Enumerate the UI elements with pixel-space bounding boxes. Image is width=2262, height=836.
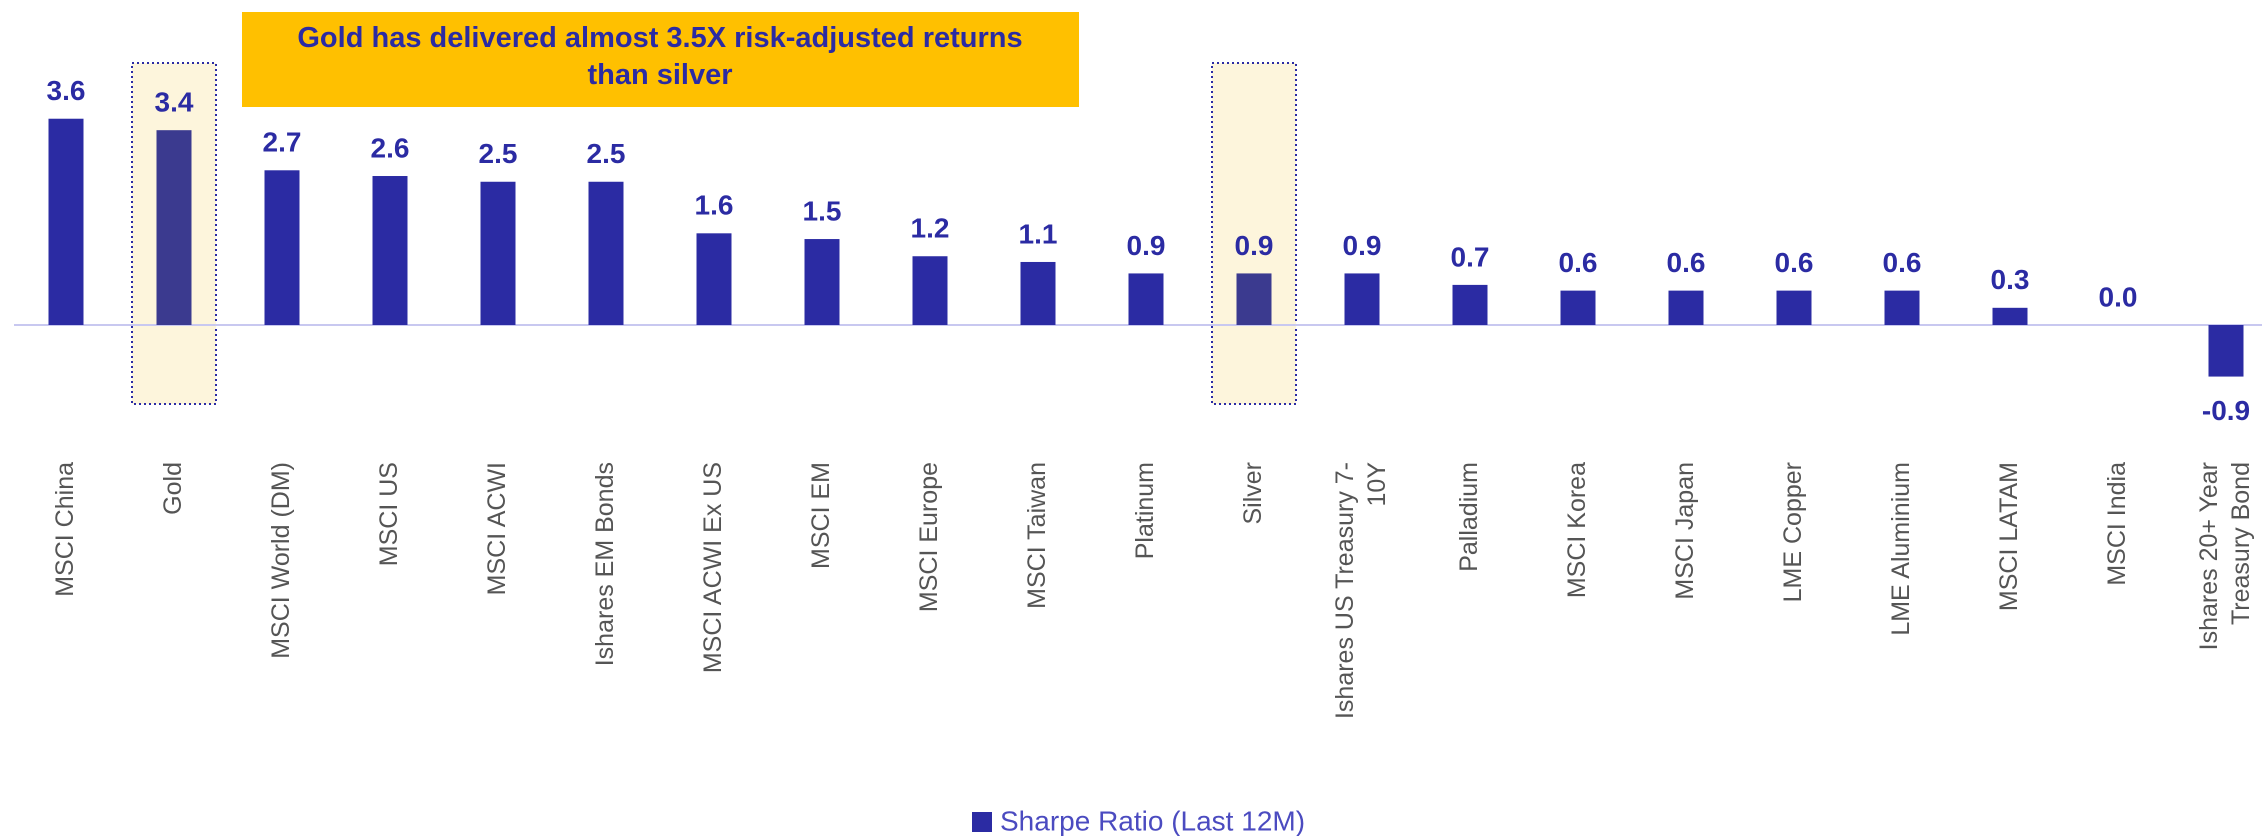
highlight-box <box>1211 62 1297 405</box>
x-tick-group: MSCI US <box>375 462 403 566</box>
value-label: 0.6 <box>1775 247 1814 278</box>
x-tick-group: Gold <box>159 462 187 515</box>
x-tick-group: LME Aluminium <box>1887 462 1915 636</box>
value-label: 0.3 <box>1991 264 2030 295</box>
bar <box>912 256 948 325</box>
bar <box>48 118 84 325</box>
x-tick-label: LME Copper <box>1779 462 1807 602</box>
value-label: 2.7 <box>263 127 302 158</box>
x-tick-group: MSCI India <box>2103 462 2131 586</box>
bar <box>480 181 516 325</box>
bar <box>1668 290 1704 325</box>
x-tick-label: Ishares US Treasury 7- 10Y <box>1331 462 1391 719</box>
bar <box>1992 307 2028 325</box>
x-tick-label: MSCI China <box>51 462 79 597</box>
x-tick-label: MSCI US <box>375 462 403 566</box>
x-tick-label: Gold <box>159 462 187 515</box>
x-tick-label: Platinum <box>1131 462 1159 559</box>
annotation: Gold has delivered almost 3.5X risk-adju… <box>297 22 1022 91</box>
x-tick-group: MSCI China <box>51 462 79 597</box>
value-label: 3.4 <box>155 87 194 118</box>
value-label: 3.6 <box>47 75 86 106</box>
x-tick-label: MSCI Korea <box>1563 462 1591 598</box>
x-tick-group: MSCI EM <box>807 462 835 569</box>
value-label: 2.6 <box>371 132 410 163</box>
bar <box>372 176 408 325</box>
x-tick-group: MSCI ACWI Ex US <box>699 462 727 673</box>
bar <box>804 239 840 325</box>
annotation-box <box>242 12 1079 107</box>
x-tick-group: Silver <box>1239 462 1267 525</box>
legend-swatch <box>972 812 992 832</box>
bar <box>1884 290 1920 325</box>
x-tick-group: MSCI LATAM <box>1995 462 2023 611</box>
value-label: 0.6 <box>1883 247 1922 278</box>
x-tick-group: MSCI Japan <box>1671 462 1699 600</box>
value-label: 0.6 <box>1559 247 1598 278</box>
bar <box>588 181 624 325</box>
value-label: 0.9 <box>1127 230 1166 261</box>
bar <box>2208 325 2244 377</box>
bar <box>1452 284 1488 325</box>
bar <box>696 233 732 325</box>
value-label: 0.6 <box>1667 247 1706 278</box>
x-tick-label: Palladium <box>1455 462 1483 572</box>
value-label: 0.0 <box>2099 281 2138 312</box>
x-tick-group: LME Copper <box>1779 462 1807 602</box>
x-tick-label: Ishares 20+ Year Treasury Bond <box>2195 462 2255 650</box>
value-label: 1.6 <box>695 190 734 221</box>
value-label: 1.2 <box>911 213 950 244</box>
value-label: 0.7 <box>1451 241 1490 272</box>
value-label: 0.9 <box>1235 230 1274 261</box>
bar <box>1344 273 1380 325</box>
value-label: 1.5 <box>803 195 842 226</box>
x-tick-label: LME Aluminium <box>1887 462 1915 636</box>
x-tick-label: MSCI Europe <box>915 462 943 612</box>
x-tick-label: MSCI LATAM <box>1995 462 2023 611</box>
bar <box>264 170 300 325</box>
x-tick-label: MSCI Japan <box>1671 462 1699 600</box>
x-tick-group: MSCI Europe <box>915 462 943 612</box>
x-tick-label: MSCI ACWI <box>483 462 511 595</box>
x-tick-group: Ishares 20+ Year Treasury Bond <box>2195 462 2255 650</box>
bar <box>1128 273 1164 325</box>
bar <box>1776 290 1812 325</box>
bar <box>1236 273 1272 325</box>
x-tick-group: Platinum <box>1131 462 1159 559</box>
x-tick-group: MSCI Taiwan <box>1023 462 1051 609</box>
value-label: 0.9 <box>1343 230 1382 261</box>
x-tick-group: MSCI World (DM) <box>267 462 295 659</box>
bar <box>156 130 192 325</box>
x-tick-group: Ishares EM Bonds <box>591 462 619 666</box>
x-tick-group: Palladium <box>1455 462 1483 572</box>
value-label: 2.5 <box>587 138 626 169</box>
x-tick-label: MSCI ACWI Ex US <box>699 462 727 673</box>
bar <box>1020 261 1056 325</box>
x-tick-label: Silver <box>1239 462 1267 525</box>
x-tick-label: Ishares EM Bonds <box>591 462 619 666</box>
x-tick-label: MSCI World (DM) <box>267 462 295 659</box>
x-tick-label: MSCI Taiwan <box>1023 462 1051 609</box>
x-tick-label: MSCI India <box>2103 462 2131 586</box>
value-label: 1.1 <box>1019 218 1058 249</box>
x-tick-group: MSCI Korea <box>1563 462 1591 598</box>
value-label: -0.9 <box>2202 395 2250 426</box>
x-tick-group: Ishares US Treasury 7- 10Y <box>1331 462 1391 719</box>
x-tick-group: MSCI ACWI <box>483 462 511 595</box>
legend-label: Sharpe Ratio (Last 12M) <box>1000 805 1305 836</box>
bar <box>1560 290 1596 325</box>
value-label: 2.5 <box>479 138 518 169</box>
x-tick-label: MSCI EM <box>807 462 835 569</box>
